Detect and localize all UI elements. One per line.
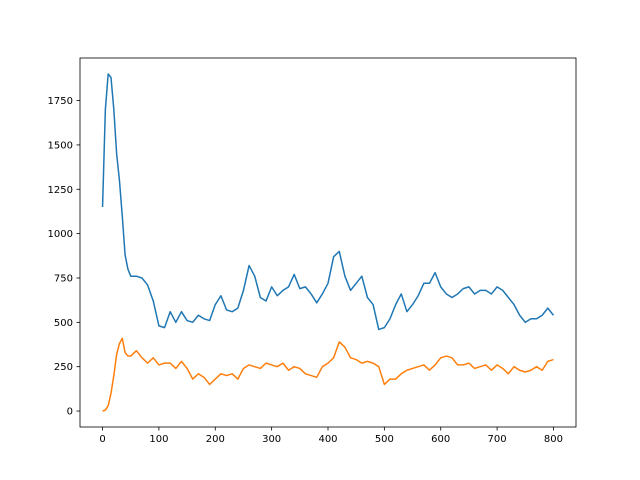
y-tick-label: 500 [54,318,73,329]
x-tick-label: 300 [262,434,281,445]
y-tick-label: 1000 [48,229,73,240]
plot-frame [79,57,577,428]
x-tick-label: 0 [99,434,105,445]
x-tick-label: 800 [544,434,563,445]
x-tick-label: 100 [149,434,168,445]
x-tick-label: 600 [431,434,450,445]
x-tick-label: 700 [488,434,507,445]
y-tick-label: 250 [54,362,73,373]
y-tick-label: 1500 [48,140,73,151]
y-tick-label: 750 [54,273,73,284]
y-tick-label: 1250 [48,185,73,196]
y-tick-label: 1750 [48,96,73,107]
x-tick-label: 500 [375,434,394,445]
x-tick-label: 400 [318,434,337,445]
x-tick-label: 200 [206,434,225,445]
line-series [102,337,554,412]
y-tick-label: 0 [67,407,73,418]
line-series [101,73,555,331]
